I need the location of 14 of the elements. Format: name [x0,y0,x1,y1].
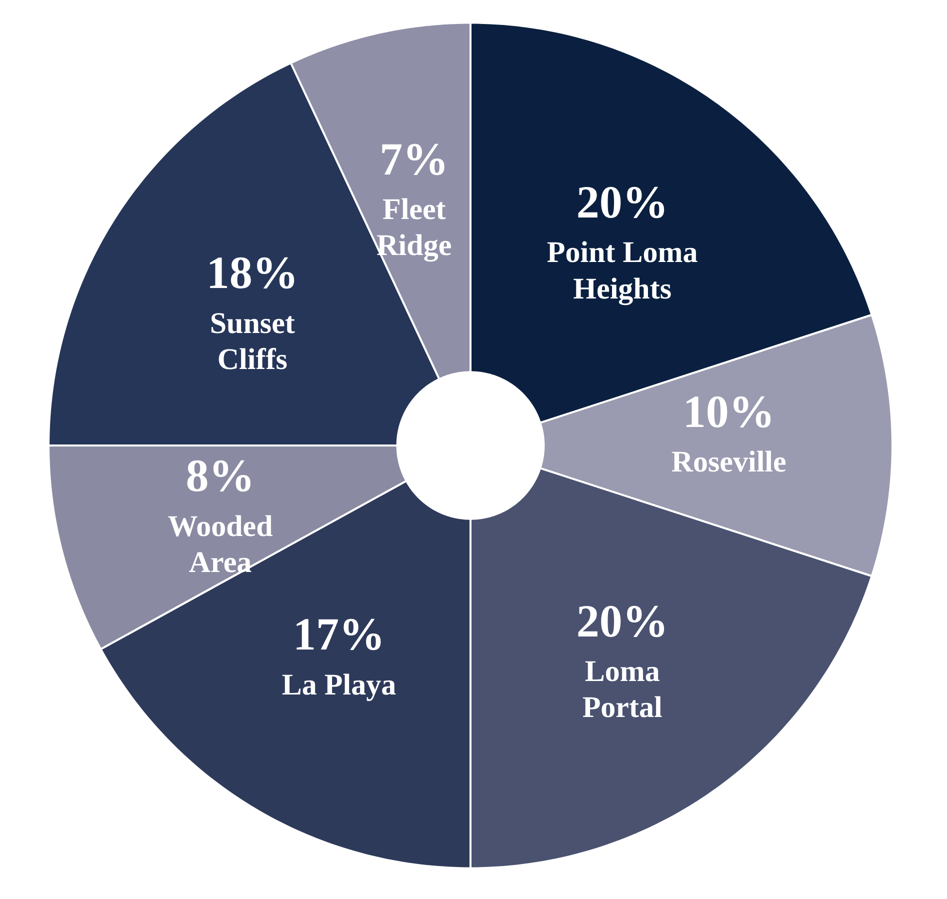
data-label: 20% [576,176,668,228]
slice-label: Fleet Ridge [376,192,452,262]
slice-label: Point Loma Heights [546,236,698,306]
slice-label: Loma Portal [582,654,662,724]
data-label: 8% [186,450,255,502]
data-label: 20% [576,595,668,646]
slice-label: La Playa [282,668,396,702]
slice-label: Sunset Cliffs [210,306,295,376]
data-label: 7% [380,133,449,184]
data-label: 18% [206,247,298,298]
slice-label: Roseville [671,446,786,478]
data-label: 17% [293,608,385,660]
slice-label: Wooded Area [168,510,274,580]
data-label: 10% [682,386,775,437]
